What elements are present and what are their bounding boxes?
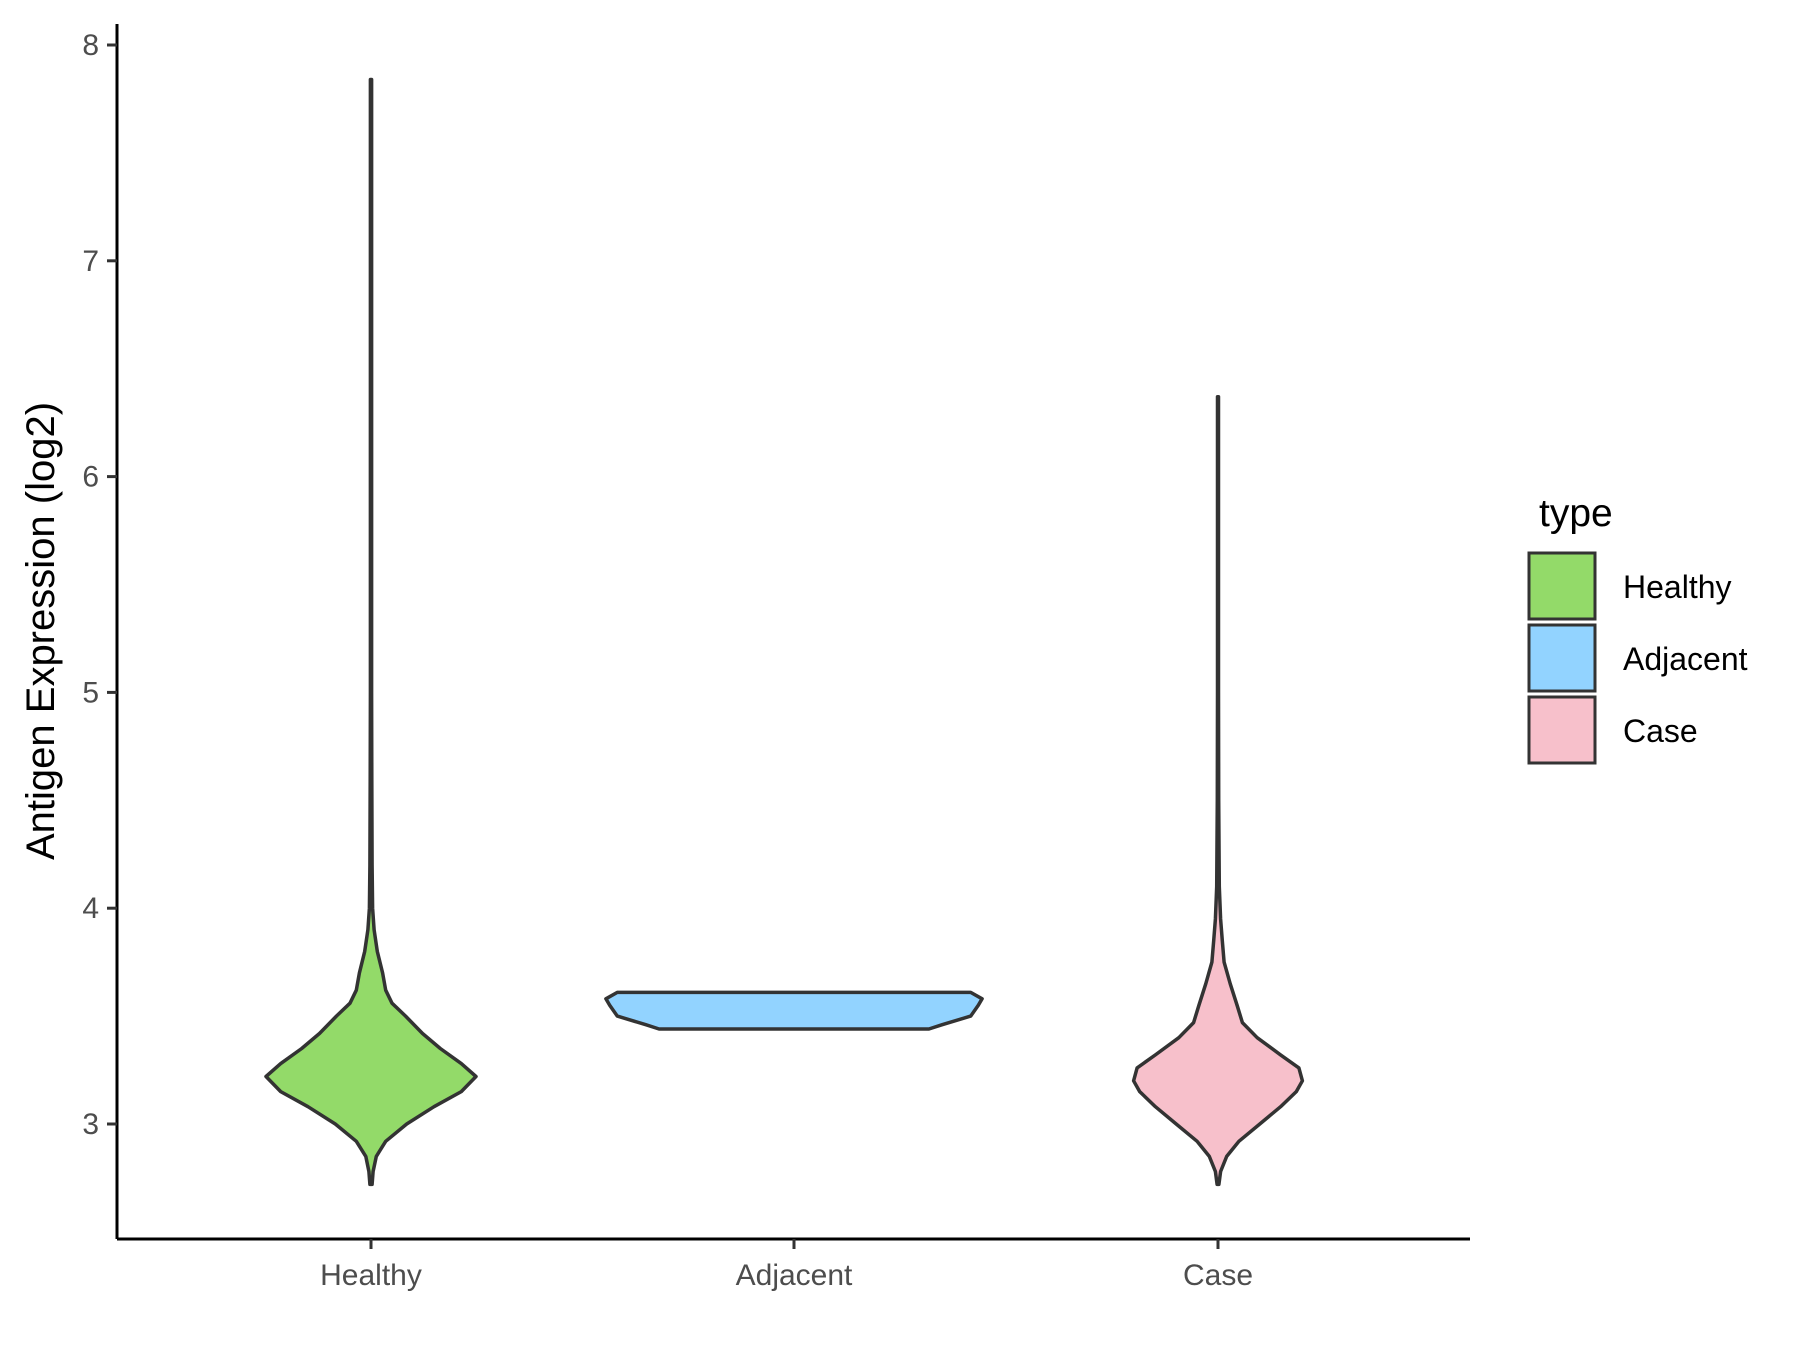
legend: type Healthy Adjacent Case <box>1527 492 1748 765</box>
violin-healthy <box>264 77 478 1187</box>
legend-label-healthy: Healthy <box>1623 569 1732 605</box>
legend-swatch-healthy <box>1527 551 1597 621</box>
legend-label-case: Case <box>1623 713 1698 749</box>
legend-swatch-case <box>1527 695 1597 765</box>
legend-title: type <box>1539 492 1613 535</box>
y-tick-label: 8 <box>82 29 99 62</box>
x-tick-label: Healthy <box>320 1259 422 1292</box>
y-tick-label: 4 <box>82 892 99 925</box>
legend-label-adjacent: Adjacent <box>1623 641 1748 677</box>
legend-items: Healthy Adjacent Case <box>1527 551 1748 765</box>
violin-case <box>1131 395 1305 1187</box>
y-tick-label: 6 <box>82 461 99 494</box>
x-tick-label: Case <box>1183 1259 1253 1292</box>
y-axis-title: Antigen Expression (log2) <box>19 402 63 860</box>
x-axis-ticks: Healthy Adjacent Case <box>320 1239 1253 1292</box>
legend-swatch-adjacent <box>1527 623 1597 693</box>
y-axis-ticks: 3 4 5 6 7 8 <box>82 29 117 1141</box>
y-tick-label: 3 <box>82 1108 99 1141</box>
violin-adjacent <box>604 990 984 1031</box>
y-tick-label: 5 <box>82 676 99 709</box>
x-tick-label: Adjacent <box>736 1259 853 1292</box>
violin-layer <box>264 77 1305 1187</box>
y-tick-label: 7 <box>82 245 99 278</box>
